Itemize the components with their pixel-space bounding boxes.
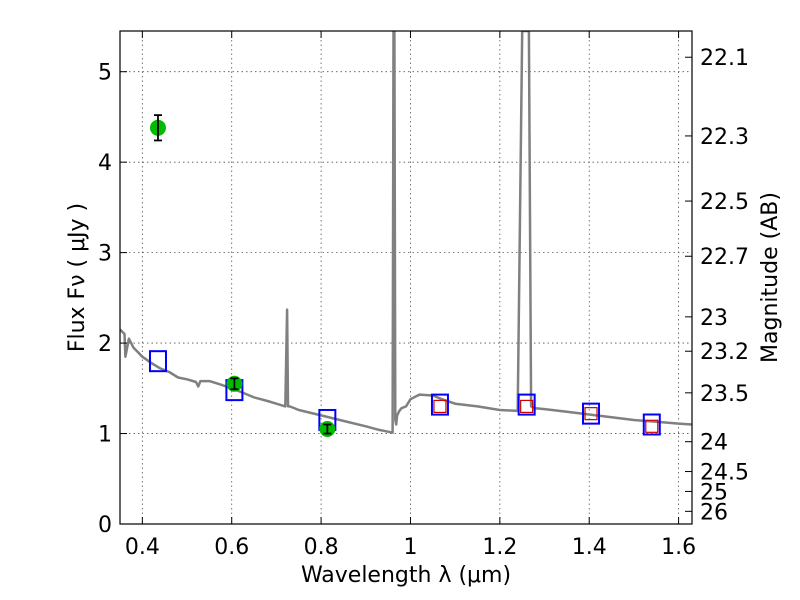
observed-limit-point <box>584 407 598 421</box>
right-tick-label: 24.5 <box>700 461 749 486</box>
plot-area <box>120 31 692 438</box>
ticks: 0.4 0.6 0.8 1 1.2 1.4 1.601234522.122.322.522.… <box>98 31 749 560</box>
x-tick-label: 1 <box>403 535 417 560</box>
observed-limit-point <box>520 399 534 414</box>
y-tick-label: 1 <box>98 423 112 448</box>
y-tick-label: 3 <box>98 242 112 267</box>
plot-frame <box>119 30 693 525</box>
x-tick-label: 0.4 <box>125 535 160 560</box>
right-tick-label: 22.7 <box>700 245 749 270</box>
right-tick-label: 23.5 <box>700 382 749 407</box>
x-tick-label: 1.4 <box>572 535 607 560</box>
right-y-axis-label: Magnitude (AB) <box>758 192 783 363</box>
x-tick-label: 0.8 <box>304 535 339 560</box>
right-tick-label: 23 <box>700 306 728 331</box>
x-tick-label: 1.6 <box>661 535 696 560</box>
y-tick-label: 5 <box>98 61 112 86</box>
model-photometry-point <box>430 393 449 416</box>
x-axis-label: Wavelength λ (μm) <box>301 563 511 588</box>
right-tick-label: 26 <box>700 500 728 525</box>
y-axis-label: Flux Fν ( μJy ) <box>65 203 90 352</box>
observed-limit-point <box>433 399 447 414</box>
model-photometry-point <box>148 350 167 373</box>
right-tick-label: 22.3 <box>700 125 749 150</box>
right-tick-label: 24 <box>700 431 728 456</box>
x-tick-label: 0.6 <box>214 535 249 560</box>
y-tick-label: 2 <box>98 332 112 357</box>
right-tick-label: 23.2 <box>700 340 749 365</box>
model-photometry-point <box>582 402 601 425</box>
right-tick-label: 22.1 <box>700 46 749 71</box>
model-photometry-point <box>517 393 536 416</box>
right-tick-label: 22.5 <box>700 190 749 215</box>
y-tick-label: 0 <box>98 513 112 538</box>
right-tick-label: 25 <box>700 480 728 505</box>
x-tick-label: 1.2 <box>482 535 517 560</box>
model-photometry-point <box>642 413 661 436</box>
model-sed-line <box>120 31 692 434</box>
y-tick-label: 4 <box>98 151 112 176</box>
observed-limit-point <box>645 419 659 433</box>
